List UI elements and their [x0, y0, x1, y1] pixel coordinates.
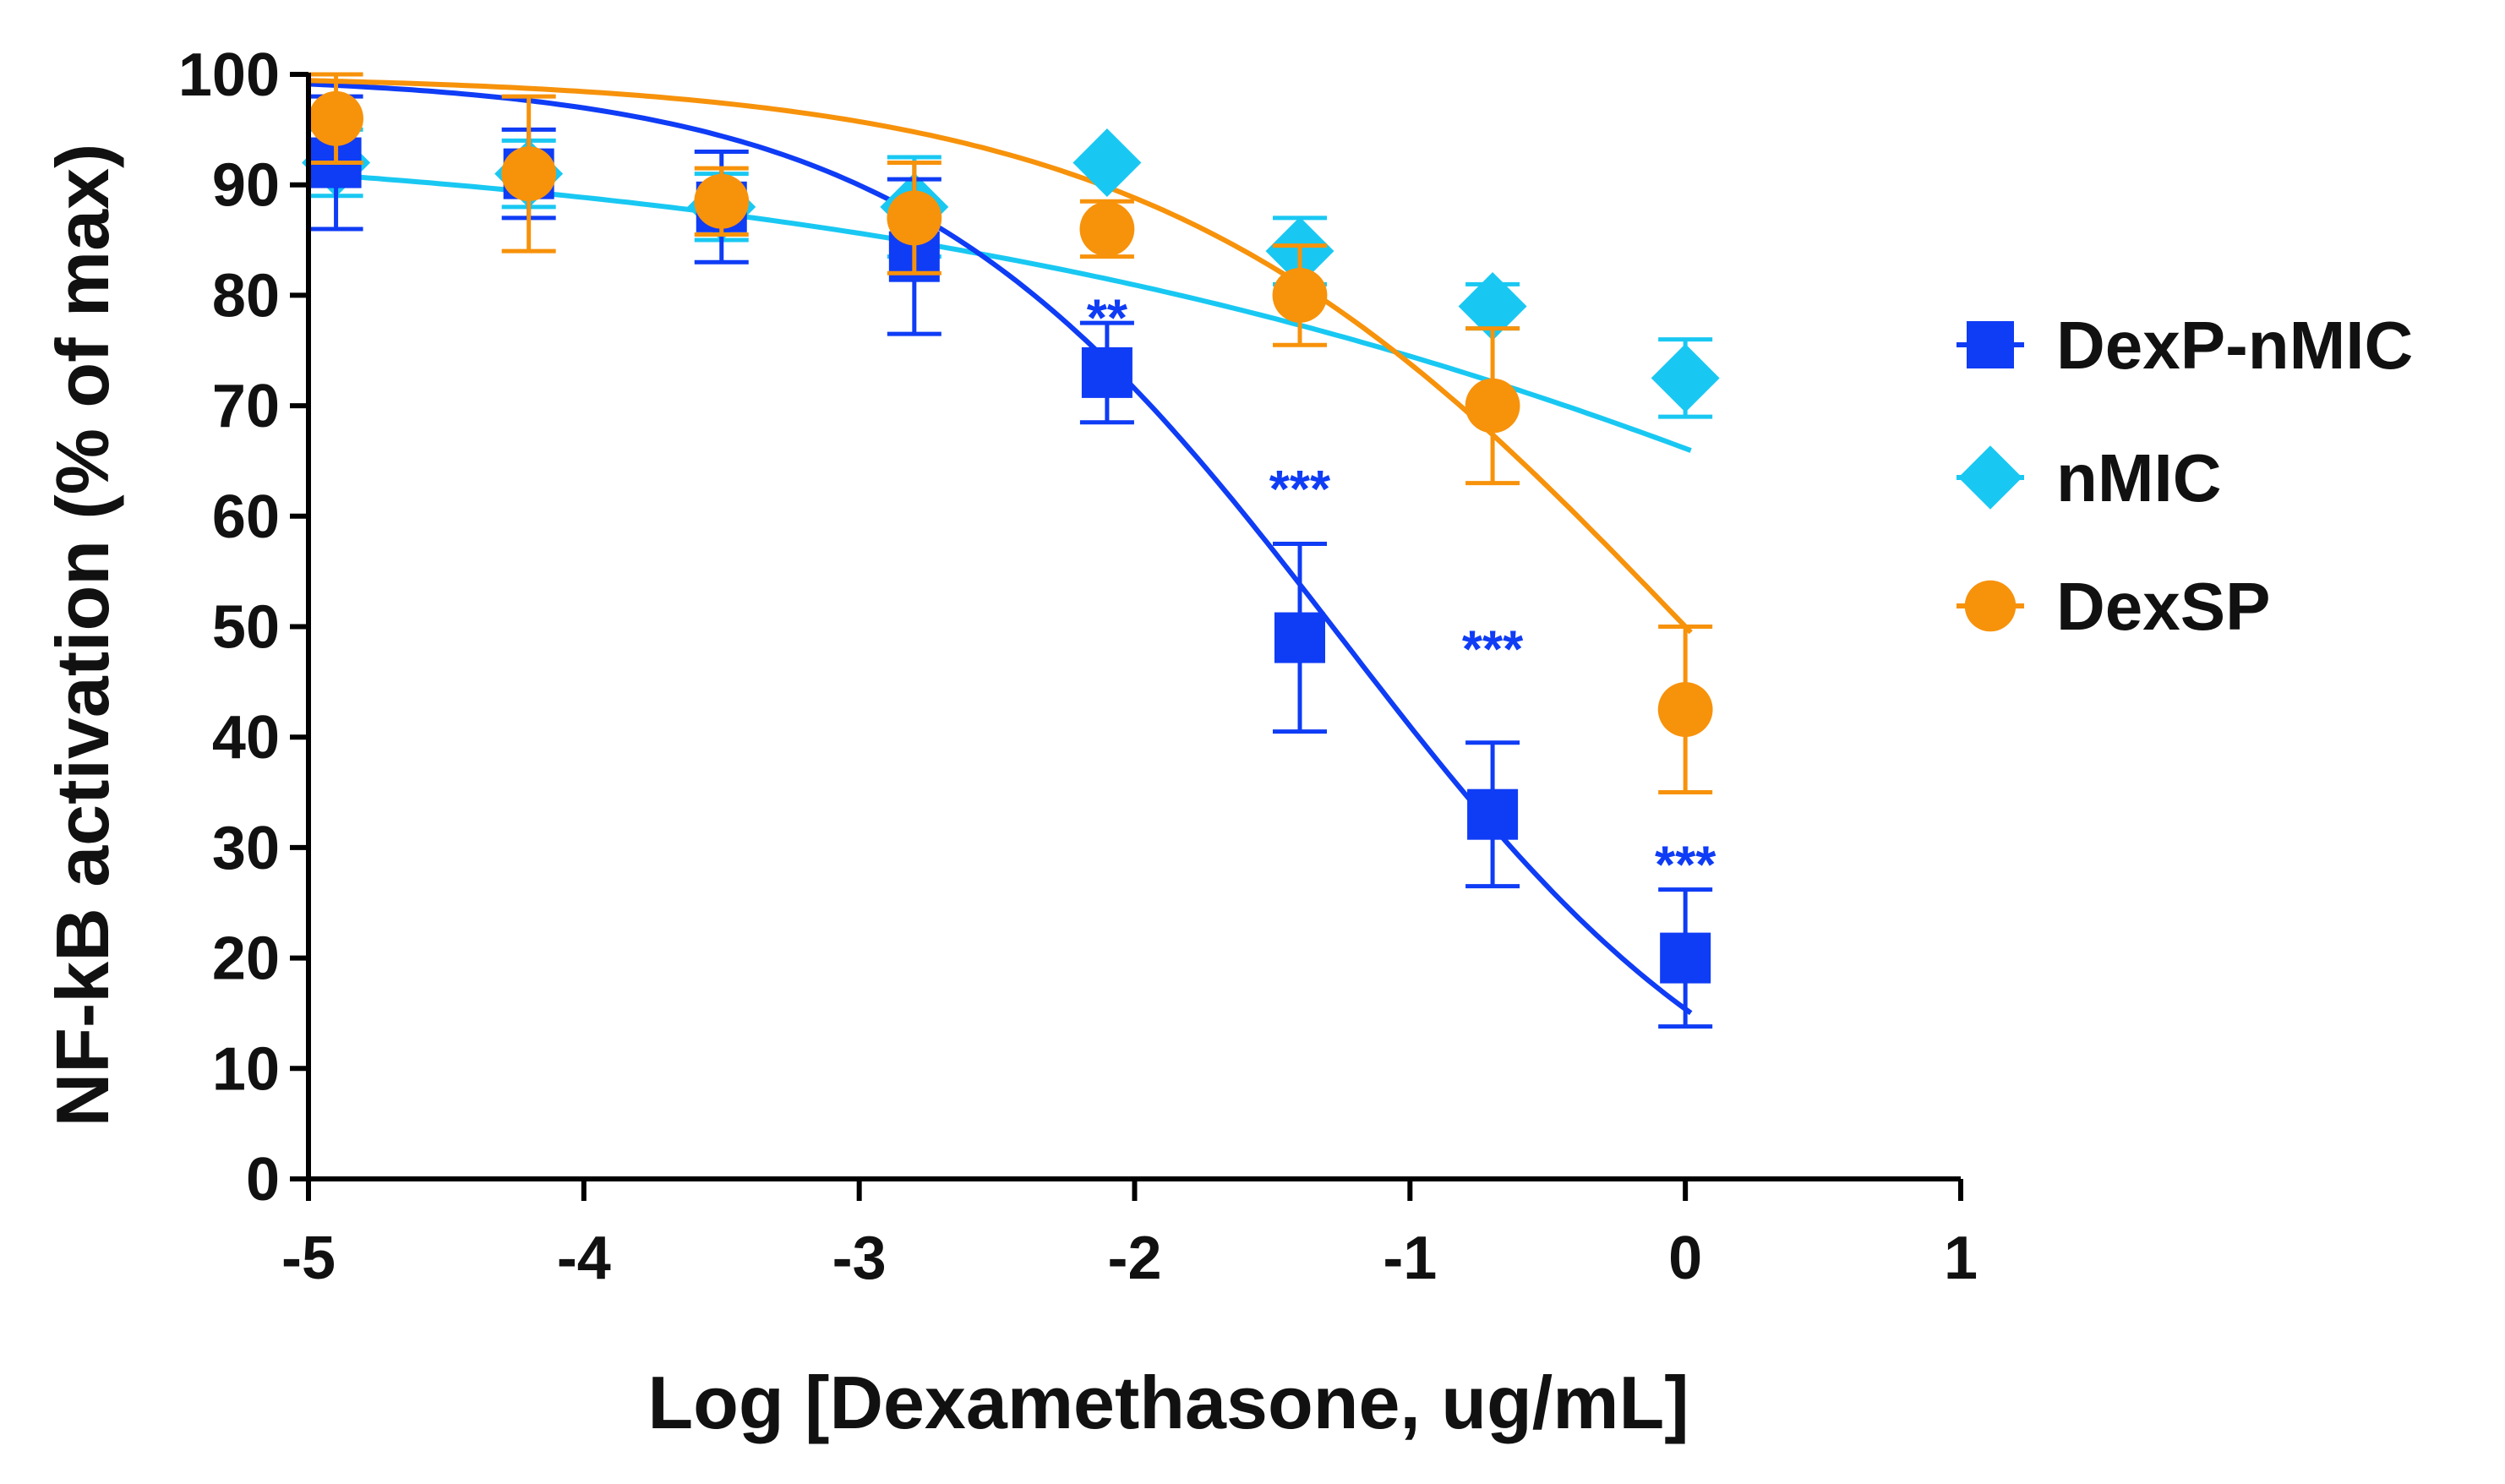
significance-label: *** [1655, 837, 1716, 895]
significance-label: ** [1087, 290, 1128, 348]
legend: DexP-nMIC nMIC DexSP [1957, 308, 2413, 644]
data-point-dexsp [887, 190, 942, 246]
data-point-dexsp [308, 90, 363, 146]
y-tick-label: 70 [212, 373, 280, 440]
fit-curve-dexp-nmic [308, 81, 1693, 1016]
data-point-dexsp [1272, 268, 1328, 323]
y-tick-label: 40 [212, 704, 280, 772]
data-point-dexp-nmic [1660, 932, 1711, 984]
y-tick-label: 10 [212, 1035, 280, 1103]
x-tick-label: -1 [1383, 1225, 1437, 1292]
y-tick-label: 100 [178, 41, 280, 109]
x-tick-label: 0 [1668, 1225, 1702, 1292]
x-tick-label: -2 [1107, 1225, 1161, 1292]
y-tick-label: 80 [212, 262, 280, 330]
x-axis-title: Log [Dexamethasone, ug/mL] [647, 1361, 1689, 1444]
y-tick-label: 50 [212, 594, 280, 662]
data-point-dexsp [694, 173, 750, 229]
x-tick-label: -4 [557, 1225, 611, 1292]
data-point-dexp-nmic [1467, 788, 1519, 840]
x-tick-label: 1 [1944, 1225, 1978, 1292]
legend-marker-dexsp [1964, 580, 2017, 632]
data-point-dexsp [501, 146, 557, 202]
axes: 0 10 20 30 40 50 60 70 80 90 100 -5 -4 -3 -2 -1 0 1 [178, 41, 1978, 1292]
significance-label: *** [1269, 461, 1331, 519]
data-point-dexsp [1465, 378, 1520, 434]
data-point-dexp-nmic [1274, 612, 1325, 663]
data-point-dexp-nmic [1081, 346, 1132, 398]
data-point-nmic [1651, 343, 1720, 412]
legend-label: DexP-nMIC [2056, 308, 2413, 383]
y-tick-label: 60 [212, 483, 280, 551]
y-tick-label: 90 [212, 152, 280, 220]
significance-annotations: *********** [1087, 290, 1716, 895]
data-point-dexsp [1657, 682, 1713, 737]
y-tick-label: 0 [246, 1146, 280, 1214]
plot-area [302, 72, 1720, 1029]
legend-label: nMIC [2056, 440, 2222, 516]
significance-label: *** [1462, 621, 1524, 679]
legend-marker-dexp-nmic [1967, 321, 2014, 368]
fit-curve-dexsp [308, 78, 1693, 635]
legend-label: DexSP [2056, 569, 2270, 644]
y-tick-label: 30 [212, 815, 280, 882]
data-point-nmic [1458, 271, 1527, 341]
y-axis-title: NF-kB activation (% of max) [41, 144, 124, 1127]
data-point-dexsp [1079, 201, 1135, 257]
x-tick-label: -3 [832, 1225, 887, 1292]
y-tick-label: 20 [212, 925, 280, 993]
x-tick-label: -5 [281, 1225, 336, 1292]
legend-marker-nmic [1958, 445, 2022, 510]
data-point-nmic [1072, 128, 1142, 198]
